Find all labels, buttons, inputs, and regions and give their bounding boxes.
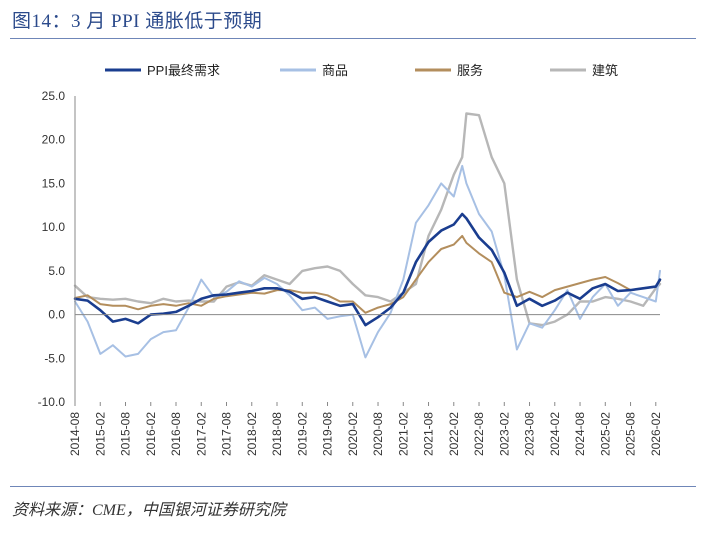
ppi-line-chart: PPI最终需求 商品 服务 建筑 25.0 20.0 15.0 10.0 5.0 0.0 -5.0… (38, 63, 663, 456)
legend-label-1: 商品 (322, 63, 348, 78)
legend-label-0: PPI最终需求 (147, 63, 220, 78)
y-tick-label: 15.0 (42, 176, 66, 190)
x-tick-label: 2021-08 (422, 412, 436, 456)
x-tick-label: 2024-02 (548, 412, 562, 456)
legend-label-2: 服务 (457, 63, 483, 78)
y-tick-label: -10.0 (38, 395, 66, 409)
chart-legend: PPI最终需求 商品 服务 建筑 (105, 63, 618, 78)
legend-label-3: 建筑 (592, 63, 618, 78)
x-tick-label: 2024-08 (573, 412, 587, 456)
series-line-1 (74, 164, 661, 359)
plot-lines (73, 112, 662, 359)
figure-title: 图14：3 月 PPI 通胀低于预期 (12, 11, 263, 32)
x-tick-label: 2018-02 (245, 412, 259, 456)
y-tick-label: 10.0 (42, 220, 66, 234)
x-tick-label: 2025-08 (624, 412, 638, 456)
y-tick-label: 25.0 (42, 89, 66, 103)
title-rule (10, 38, 696, 39)
x-tick-label: 2025-02 (598, 412, 612, 456)
source-rule (10, 486, 696, 487)
x-tick-label: 2017-02 (194, 412, 208, 456)
x-tick-label: 2020-08 (371, 412, 385, 456)
y-tick-label: 5.0 (48, 264, 65, 278)
x-tick-label: 2022-02 (447, 412, 461, 456)
x-tick-label: 2015-08 (119, 412, 133, 456)
x-tick-label: 2014-08 (68, 412, 82, 456)
x-axis: 2014-08 2015-02 2015-08 2016-02 2016-08 2017-… (68, 314, 663, 456)
y-tick-label: -5.0 (44, 351, 65, 365)
x-tick-label: 2019-08 (321, 412, 335, 456)
x-tick-label: 2022-08 (472, 412, 486, 456)
x-tick-label: 2021-02 (396, 412, 410, 456)
series-line-2 (74, 234, 661, 314)
x-tick-label: 2023-08 (523, 412, 537, 456)
x-tick-label: 2020-02 (346, 412, 360, 456)
x-tick-label: 2026-02 (649, 412, 663, 456)
y-axis: 25.0 20.0 15.0 10.0 5.0 0.0 -5.0 -10.0 (38, 89, 76, 409)
x-tick-label: 2023-02 (497, 412, 511, 456)
x-tick-label: 2016-02 (144, 412, 158, 456)
x-tick-label: 2017-08 (220, 412, 234, 456)
x-tick-label: 2016-08 (169, 412, 183, 456)
series-line-3 (73, 112, 662, 327)
x-tick-label: 2019-02 (295, 412, 309, 456)
source-note: 资料来源：CME，中国银河证券研究院 (12, 502, 286, 519)
x-tick-label: 2015-02 (93, 412, 107, 456)
series-line-0 (73, 212, 662, 327)
x-tick-label: 2018-08 (270, 412, 284, 456)
y-tick-label: 0.0 (48, 308, 65, 322)
y-tick-label: 20.0 (42, 133, 66, 147)
